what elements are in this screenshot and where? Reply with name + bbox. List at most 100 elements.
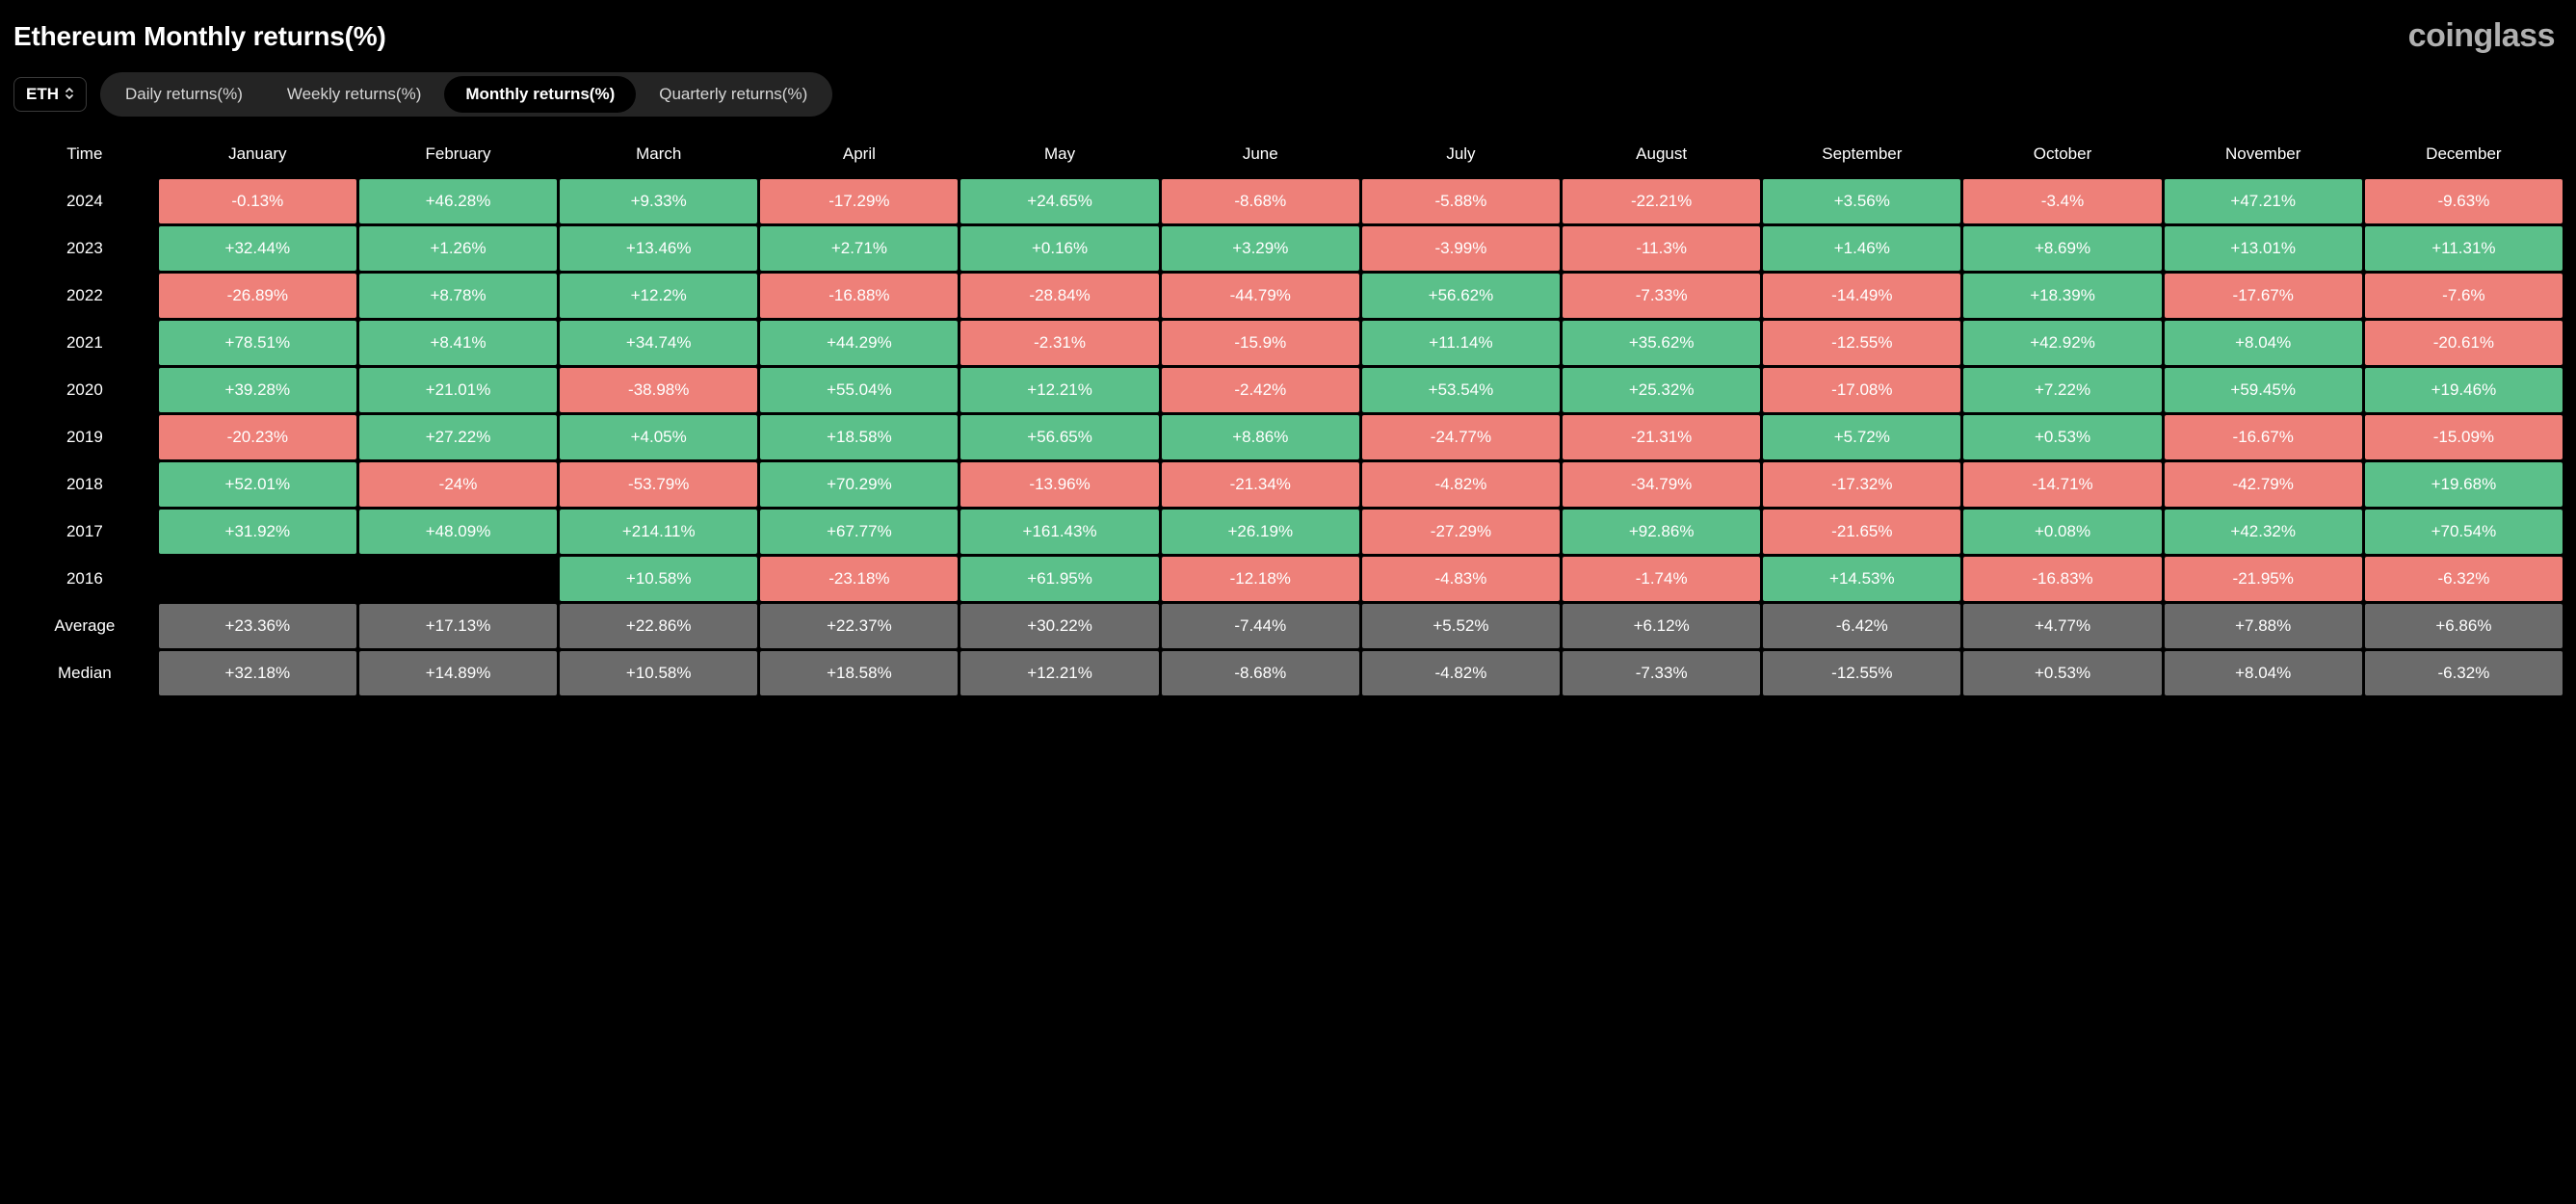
table-cell-return: -22.21% bbox=[1563, 179, 1760, 223]
table-cell-return: +0.08% bbox=[1963, 510, 2161, 554]
tab-returns-period[interactable]: Monthly returns(%) bbox=[444, 76, 636, 113]
table-header-month: September bbox=[1763, 132, 1960, 176]
table-header-month: January bbox=[159, 132, 356, 176]
table-row-year: 2024 bbox=[13, 179, 156, 223]
table-cell-return: -42.79% bbox=[2165, 462, 2362, 507]
table-cell-return: -17.29% bbox=[760, 179, 958, 223]
table-cell-return: +46.28% bbox=[359, 179, 557, 223]
table-header-month: March bbox=[560, 132, 757, 176]
table-cell-return: +67.77% bbox=[760, 510, 958, 554]
table-cell-return: -2.31% bbox=[960, 321, 1158, 365]
table-row-year: 2016 bbox=[13, 557, 156, 601]
table-cell-stat: +32.18% bbox=[159, 651, 356, 695]
table-cell-return: -21.95% bbox=[2165, 557, 2362, 601]
table-cell-return: -12.55% bbox=[1763, 321, 1960, 365]
tab-returns-period[interactable]: Daily returns(%) bbox=[104, 76, 264, 113]
table-cell-stat: +23.36% bbox=[159, 604, 356, 648]
table-cell-return: -1.74% bbox=[1563, 557, 1760, 601]
table-cell-return: -12.18% bbox=[1162, 557, 1359, 601]
table-cell-return: +3.29% bbox=[1162, 226, 1359, 271]
table-cell-return: +24.65% bbox=[960, 179, 1158, 223]
table-cell-return: +0.53% bbox=[1963, 415, 2161, 459]
table-cell-return: +92.86% bbox=[1563, 510, 1760, 554]
table-cell-stat: +14.89% bbox=[359, 651, 557, 695]
table-cell-return: +8.78% bbox=[359, 274, 557, 318]
table-cell-return: +47.21% bbox=[2165, 179, 2362, 223]
table-cell-return: +12.2% bbox=[560, 274, 757, 318]
table-cell-return: +8.04% bbox=[2165, 321, 2362, 365]
table-cell-return: +214.11% bbox=[560, 510, 757, 554]
table-cell-return: +1.46% bbox=[1763, 226, 1960, 271]
table-cell-return: +11.14% bbox=[1362, 321, 1560, 365]
table-cell-return: +25.32% bbox=[1563, 368, 1760, 412]
table-header-time: Time bbox=[13, 132, 156, 176]
table-cell-return: -13.96% bbox=[960, 462, 1158, 507]
table-cell-return: -7.6% bbox=[2365, 274, 2563, 318]
table-cell-return: +42.32% bbox=[2165, 510, 2362, 554]
table-cell-return: -28.84% bbox=[960, 274, 1158, 318]
table-cell-stat: +8.04% bbox=[2165, 651, 2362, 695]
table-cell-return: +18.39% bbox=[1963, 274, 2161, 318]
table-cell-return: +14.53% bbox=[1763, 557, 1960, 601]
table-header-month: December bbox=[2365, 132, 2563, 176]
table-row-year: 2023 bbox=[13, 226, 156, 271]
table-cell-stat: -4.82% bbox=[1362, 651, 1560, 695]
tab-returns-period[interactable]: Quarterly returns(%) bbox=[638, 76, 828, 113]
table-cell-return: -17.32% bbox=[1763, 462, 1960, 507]
table-header-month: June bbox=[1162, 132, 1359, 176]
table-cell-stat: -6.42% bbox=[1763, 604, 1960, 648]
table-cell-return: -24% bbox=[359, 462, 557, 507]
table-cell-return: +7.22% bbox=[1963, 368, 2161, 412]
table-cell-return: +2.71% bbox=[760, 226, 958, 271]
table-cell-stat: -7.44% bbox=[1162, 604, 1359, 648]
table-cell-return: +4.05% bbox=[560, 415, 757, 459]
table-cell-return: -21.31% bbox=[1563, 415, 1760, 459]
table-cell-return: +9.33% bbox=[560, 179, 757, 223]
table-cell-stat: +7.88% bbox=[2165, 604, 2362, 648]
table-cell-return: +78.51% bbox=[159, 321, 356, 365]
table-cell-return: -44.79% bbox=[1162, 274, 1359, 318]
table-cell-stat: -7.33% bbox=[1563, 651, 1760, 695]
table-cell-return: +13.46% bbox=[560, 226, 757, 271]
table-cell-stat: +6.86% bbox=[2365, 604, 2563, 648]
table-cell-return: -2.42% bbox=[1162, 368, 1359, 412]
table-row-year: 2019 bbox=[13, 415, 156, 459]
table-row-year: 2022 bbox=[13, 274, 156, 318]
table-cell-return: +39.28% bbox=[159, 368, 356, 412]
brand-logo: coinglass bbox=[2408, 17, 2555, 55]
table-cell-stat: +22.86% bbox=[560, 604, 757, 648]
table-cell-empty bbox=[359, 557, 557, 601]
asset-select-value: ETH bbox=[26, 85, 59, 104]
page-title: Ethereum Monthly returns(%) bbox=[13, 21, 386, 52]
table-cell-return: +61.95% bbox=[960, 557, 1158, 601]
chevron-up-down-icon bbox=[65, 87, 74, 102]
table-cell-empty bbox=[159, 557, 356, 601]
table-row-year: 2018 bbox=[13, 462, 156, 507]
table-cell-return: +70.54% bbox=[2365, 510, 2563, 554]
table-cell-return: -3.4% bbox=[1963, 179, 2161, 223]
table-cell-return: -20.23% bbox=[159, 415, 356, 459]
table-cell-return: +5.72% bbox=[1763, 415, 1960, 459]
asset-select[interactable]: ETH bbox=[13, 77, 87, 112]
table-cell-return: -14.71% bbox=[1963, 462, 2161, 507]
table-cell-stat: +12.21% bbox=[960, 651, 1158, 695]
table-cell-return: +56.62% bbox=[1362, 274, 1560, 318]
table-cell-return: +70.29% bbox=[760, 462, 958, 507]
table-cell-return: +161.43% bbox=[960, 510, 1158, 554]
table-cell-stat: -8.68% bbox=[1162, 651, 1359, 695]
table-cell-return: -23.18% bbox=[760, 557, 958, 601]
table-cell-return: -5.88% bbox=[1362, 179, 1560, 223]
table-cell-return: +55.04% bbox=[760, 368, 958, 412]
returns-period-tabs: Daily returns(%)Weekly returns(%)Monthly… bbox=[100, 72, 832, 117]
table-cell-return: +8.86% bbox=[1162, 415, 1359, 459]
table-cell-return: -15.09% bbox=[2365, 415, 2563, 459]
table-cell-return: -6.32% bbox=[2365, 557, 2563, 601]
table-cell-return: +32.44% bbox=[159, 226, 356, 271]
tab-returns-period[interactable]: Weekly returns(%) bbox=[266, 76, 443, 113]
table-cell-return: +18.58% bbox=[760, 415, 958, 459]
table-cell-return: -21.65% bbox=[1763, 510, 1960, 554]
table-cell-stat: +22.37% bbox=[760, 604, 958, 648]
table-cell-return: -14.49% bbox=[1763, 274, 1960, 318]
table-row-stat-label: Average bbox=[13, 604, 156, 648]
table-row-year: 2021 bbox=[13, 321, 156, 365]
